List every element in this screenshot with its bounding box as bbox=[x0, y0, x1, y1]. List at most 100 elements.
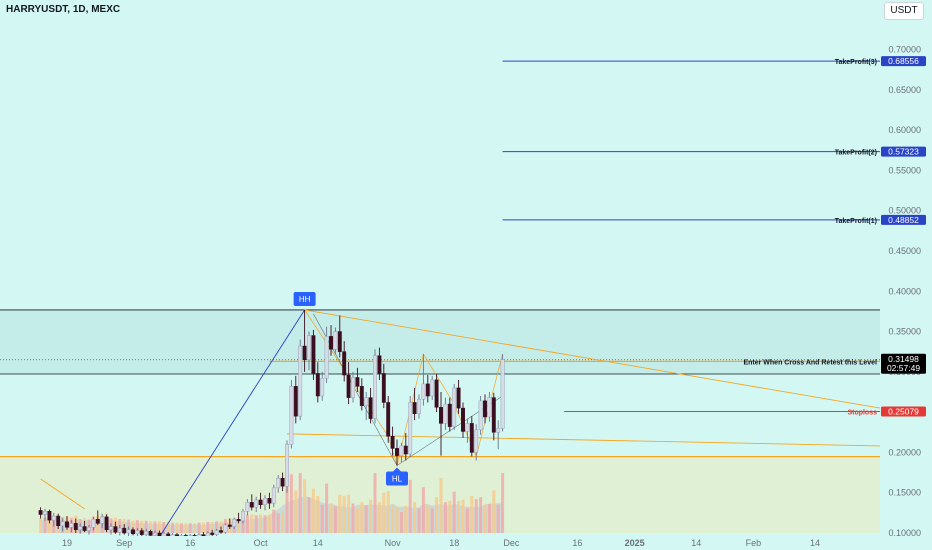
volume-bar bbox=[289, 474, 293, 533]
volume-bar bbox=[135, 520, 139, 533]
volume-bar bbox=[254, 515, 258, 533]
volume-bar bbox=[127, 519, 131, 533]
volume-bar bbox=[421, 487, 425, 533]
candle-body bbox=[232, 519, 237, 527]
candle-body bbox=[144, 531, 149, 535]
volume-bar bbox=[162, 522, 166, 533]
candle-body bbox=[267, 498, 272, 504]
volume-bar bbox=[360, 502, 364, 533]
candle-body bbox=[469, 423, 474, 453]
time-tick-label: 14 bbox=[313, 538, 323, 548]
volume-bar bbox=[267, 514, 271, 533]
candle-body bbox=[69, 523, 74, 528]
candle-body bbox=[399, 445, 404, 456]
volume-bar bbox=[347, 494, 351, 533]
time-tick-label: 16 bbox=[185, 538, 195, 548]
volume-bar bbox=[342, 496, 346, 533]
entry-level-label: Enter When Cross And Retest this Level bbox=[743, 359, 877, 366]
marker-hl[interactable]: HL bbox=[386, 467, 408, 486]
price-axis[interactable]: 0.70000 0.65000 0.60000 0.55000 0.50000 0.450… bbox=[880, 0, 932, 550]
time-axis[interactable]: 19 Sep 16 Oct 14 Nov 18 Dec 16 2025 14 Feb 14 bbox=[0, 536, 932, 550]
candle-body bbox=[263, 498, 267, 506]
volume-bar bbox=[47, 516, 51, 533]
price-tick-label: 0.45000 bbox=[888, 246, 921, 256]
volume-bar bbox=[426, 505, 430, 533]
volume-bar bbox=[281, 512, 285, 533]
level-price-tag-2-bg bbox=[881, 214, 926, 225]
candle-body bbox=[126, 529, 131, 534]
candle-body bbox=[289, 386, 294, 445]
candle-body bbox=[447, 403, 452, 427]
candle-body bbox=[249, 502, 254, 508]
candle-body bbox=[478, 400, 483, 431]
candle-body bbox=[47, 510, 52, 521]
candle-body bbox=[139, 530, 144, 535]
time-tick-label: 18 bbox=[449, 538, 459, 548]
candle-body bbox=[337, 331, 342, 352]
candle-body bbox=[298, 345, 303, 417]
volume-bar bbox=[197, 522, 201, 533]
candle-body bbox=[320, 378, 325, 397]
candle-body bbox=[65, 521, 69, 528]
candle-body bbox=[78, 526, 83, 531]
candle-body bbox=[443, 403, 448, 424]
currency-label: USDT bbox=[890, 5, 918, 16]
candle-body bbox=[223, 524, 228, 533]
level-name-1: TakeProfit(2) bbox=[835, 150, 877, 157]
symbol-title: HARRYUSDT, 1D, MEXC bbox=[6, 4, 121, 15]
candle-body bbox=[254, 499, 259, 508]
candle-body bbox=[417, 398, 421, 414]
volume-bar bbox=[391, 504, 395, 533]
candle-body bbox=[465, 423, 470, 432]
level-price-tag-0-text: 0.68556 bbox=[888, 56, 919, 66]
candle-body bbox=[351, 377, 355, 398]
volume-bar bbox=[483, 504, 487, 533]
time-tick-label: 14 bbox=[810, 538, 820, 548]
candle-body bbox=[373, 355, 377, 419]
level-price-tag-0: 0.68556 bbox=[881, 56, 926, 67]
level-price-tag-3-text: 0.25079 bbox=[888, 406, 919, 416]
volume-bar bbox=[333, 506, 337, 533]
candle-body bbox=[241, 510, 245, 522]
currency-button[interactable]: USDT bbox=[884, 2, 924, 20]
volume-bar bbox=[448, 500, 452, 533]
time-tick-label: 16 bbox=[572, 538, 582, 548]
marker-hh[interactable]: HH bbox=[293, 291, 316, 306]
volume-bar bbox=[171, 522, 175, 533]
candle-body bbox=[364, 397, 369, 406]
level-price-tag-3: 0.25079 bbox=[881, 406, 926, 417]
volume-bar bbox=[250, 514, 254, 533]
level-price-tag-2-text: 0.48852 bbox=[888, 215, 919, 225]
candle-body bbox=[368, 397, 373, 419]
volume-bar bbox=[461, 499, 465, 533]
volume-bar bbox=[166, 522, 170, 533]
candle-body bbox=[82, 526, 87, 531]
marker-label: HL bbox=[392, 474, 403, 483]
candle-body bbox=[148, 531, 153, 536]
candle-body bbox=[56, 515, 61, 526]
level-name-2: TakeProfit(1) bbox=[835, 218, 877, 225]
candle-body bbox=[324, 336, 329, 379]
price-tick-label: 0.55000 bbox=[888, 165, 921, 175]
volume-bar bbox=[175, 522, 179, 533]
volume-bar bbox=[184, 523, 188, 533]
volume-bar bbox=[417, 508, 421, 533]
candle-body bbox=[201, 534, 206, 537]
time-tick-label: Nov bbox=[385, 538, 402, 548]
price-tick-label: 0.20000 bbox=[888, 447, 921, 457]
marker-box bbox=[293, 291, 316, 306]
volume-bar bbox=[298, 473, 302, 533]
volume-bar bbox=[413, 502, 417, 533]
volume-bar bbox=[294, 490, 298, 533]
volume-bar bbox=[263, 515, 267, 533]
candle-body bbox=[381, 373, 386, 403]
price-tick-label: 0.70000 bbox=[888, 45, 921, 55]
candle-body bbox=[302, 345, 307, 360]
candle-body bbox=[219, 530, 223, 533]
candle-body bbox=[73, 523, 78, 531]
candle-body bbox=[113, 526, 118, 533]
volume-bar bbox=[369, 499, 373, 533]
volume-bar bbox=[355, 508, 359, 533]
